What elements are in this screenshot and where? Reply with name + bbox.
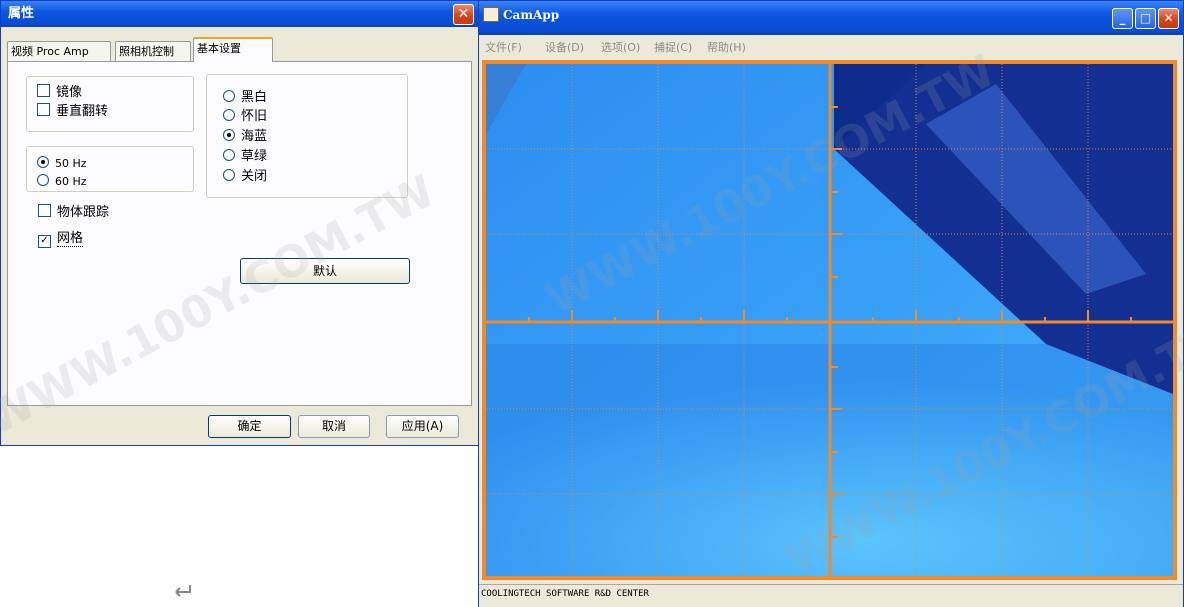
radio-off[interactable]: 关闭: [223, 168, 267, 185]
minimize-button[interactable]: _: [1112, 8, 1133, 29]
radio-nostalgic-dot[interactable]: [223, 109, 235, 121]
menu-file[interactable]: 文件(F): [485, 41, 522, 54]
tab-camera-control[interactable]: 照相机控制: [115, 41, 191, 61]
frequency-group: 50 Hz 60 Hz: [26, 146, 194, 192]
crosshair-ticks: [528, 106, 1132, 538]
vertical-flip-label: 垂直翻转: [56, 104, 109, 119]
color-effect-group: 黑白 怀旧 海蓝 草绿 关闭: [206, 74, 408, 198]
object-tracking-checkbox-box[interactable]: [38, 204, 51, 217]
camapp-close-button[interactable]: ✕: [1158, 8, 1179, 29]
flip-group: 镜像 垂直翻转: [26, 76, 194, 132]
radio-black-white[interactable]: 黑白: [223, 89, 267, 106]
radio-60hz-label: 60 Hz: [55, 175, 87, 188]
radio-sea-blue-dot[interactable]: [223, 129, 235, 141]
return-arrow-icon: [175, 585, 191, 597]
menu-capture[interactable]: 捕捉(C): [654, 41, 693, 54]
video-dark-corner: [486, 64, 526, 134]
camapp-title: CamApp: [503, 8, 560, 22]
mirror-checkbox[interactable]: 镜像: [37, 84, 82, 101]
radio-grass-green-label: 草绿: [241, 149, 268, 164]
radio-grass-green-dot[interactable]: [223, 149, 235, 161]
radio-60hz-dot[interactable]: [37, 174, 49, 186]
video-preview: [482, 60, 1177, 580]
settings-page: 镜像 垂直翻转 50 Hz 60 Hz 黑白 怀旧 海蓝: [7, 61, 472, 406]
radio-nostalgic[interactable]: 怀旧: [223, 108, 267, 125]
video-light-beam: [926, 84, 1146, 294]
radio-50hz-label: 50 Hz: [55, 157, 87, 170]
grid-label: 网格: [57, 231, 84, 247]
radio-off-label: 关闭: [241, 169, 268, 184]
default-button[interactable]: 默认: [240, 258, 410, 284]
radio-grass-green[interactable]: 草绿: [223, 148, 267, 165]
radio-black-white-dot[interactable]: [223, 90, 235, 102]
radio-black-white-label: 黑白: [241, 90, 268, 105]
dialog-titlebar[interactable]: 属性 ✕: [1, 1, 478, 27]
menu-device[interactable]: 设备(D): [545, 41, 585, 54]
vertical-flip-checkbox-box[interactable]: [37, 103, 50, 116]
grid-checkbox[interactable]: ✓ 网格: [38, 230, 84, 248]
radio-off-dot[interactable]: [223, 169, 235, 181]
status-bar: COOLINGTECH SOFTWARE R&D CENTER: [479, 584, 1183, 607]
properties-dialog: 属性 ✕ 视频 Proc Amp 照相机控制 基本设置 镜像 垂直翻转 50 H…: [0, 0, 479, 446]
radio-60hz[interactable]: 60 Hz: [37, 173, 87, 190]
apply-button[interactable]: 应用(A): [386, 415, 459, 438]
radio-50hz[interactable]: 50 Hz: [37, 155, 87, 172]
menu-options[interactable]: 选项(O): [601, 41, 641, 54]
ok-button[interactable]: 确定: [208, 415, 291, 438]
radio-nostalgic-label: 怀旧: [241, 109, 268, 124]
dialog-close-button[interactable]: ✕: [453, 4, 474, 25]
cancel-button[interactable]: 取消: [298, 415, 370, 438]
vertical-flip-checkbox[interactable]: 垂直翻转: [37, 103, 108, 120]
radio-sea-blue-label: 海蓝: [241, 129, 268, 144]
object-tracking-label: 物体跟踪: [57, 205, 110, 220]
status-text: COOLINGTECH SOFTWARE R&D CENTER: [481, 589, 649, 599]
camapp-window: CamApp _ □ ✕ 文件(F) 设备(D) 选项(O) 捕捉(C) 帮助(…: [478, 0, 1184, 607]
mirror-checkbox-box[interactable]: [37, 84, 50, 97]
object-tracking-checkbox[interactable]: 物体跟踪: [38, 204, 109, 221]
menu-bar: 文件(F) 设备(D) 选项(O) 捕捉(C) 帮助(H): [479, 36, 1183, 58]
menu-help[interactable]: 帮助(H): [707, 41, 746, 54]
radio-50hz-dot[interactable]: [37, 156, 49, 168]
video-frame: [486, 64, 1173, 576]
camapp-titlebar[interactable]: CamApp _ □ ✕: [479, 1, 1183, 35]
maximize-button[interactable]: □: [1135, 8, 1156, 29]
app-icon: [483, 7, 499, 22]
dialog-title: 属性: [8, 6, 35, 21]
radio-sea-blue[interactable]: 海蓝: [223, 128, 267, 145]
tab-video-proc-amp[interactable]: 视频 Proc Amp: [7, 41, 111, 61]
mirror-label: 镜像: [56, 85, 83, 100]
grid-checkbox-box[interactable]: ✓: [38, 235, 51, 248]
tab-basic-settings[interactable]: 基本设置: [193, 37, 273, 62]
